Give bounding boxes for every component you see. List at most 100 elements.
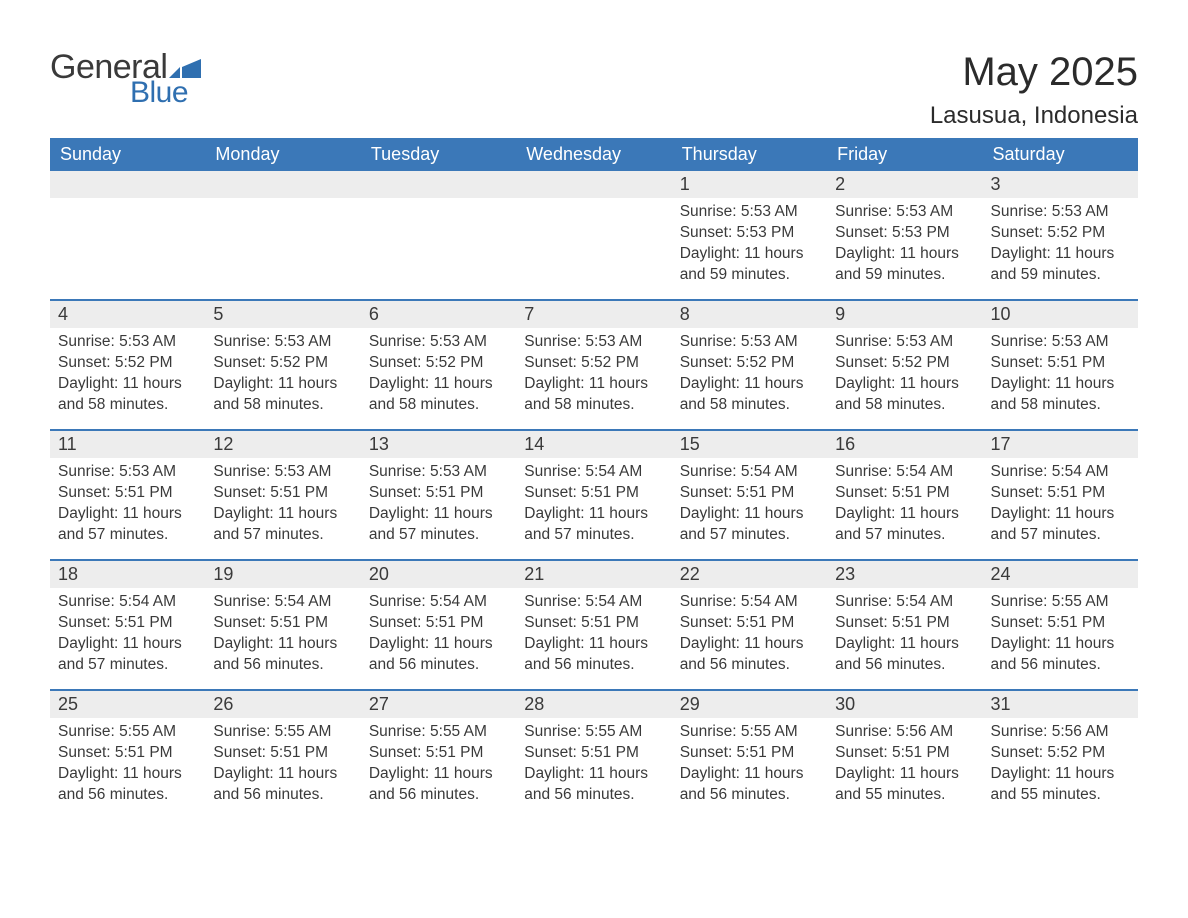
day-number: 19 xyxy=(205,561,360,588)
day-number: 4 xyxy=(50,301,205,328)
sunset-line: Sunset: 5:51 PM xyxy=(680,743,819,764)
day-body: Sunrise: 5:54 AMSunset: 5:51 PMDaylight:… xyxy=(672,458,827,546)
day-cell: 23Sunrise: 5:54 AMSunset: 5:51 PMDayligh… xyxy=(827,561,982,689)
day-number: 16 xyxy=(827,431,982,458)
sunrise-line: Sunrise: 5:55 AM xyxy=(680,722,819,743)
day-cell: 26Sunrise: 5:55 AMSunset: 5:51 PMDayligh… xyxy=(205,691,360,819)
sunset-line: Sunset: 5:51 PM xyxy=(369,743,508,764)
day-body: Sunrise: 5:54 AMSunset: 5:51 PMDaylight:… xyxy=(361,588,516,676)
day-cell: 18Sunrise: 5:54 AMSunset: 5:51 PMDayligh… xyxy=(50,561,205,689)
sunset-line: Sunset: 5:51 PM xyxy=(991,353,1130,374)
sunrise-line: Sunrise: 5:53 AM xyxy=(835,202,974,223)
day-number: 14 xyxy=(516,431,671,458)
day-body: Sunrise: 5:54 AMSunset: 5:51 PMDaylight:… xyxy=(205,588,360,676)
day-cell: 13Sunrise: 5:53 AMSunset: 5:51 PMDayligh… xyxy=(361,431,516,559)
day-cell: 24Sunrise: 5:55 AMSunset: 5:51 PMDayligh… xyxy=(983,561,1138,689)
day-number: 22 xyxy=(672,561,827,588)
daylight-line: Daylight: 11 hours and 56 minutes. xyxy=(58,764,197,806)
sunrise-line: Sunrise: 5:54 AM xyxy=(58,592,197,613)
weekday-header: Tuesday xyxy=(361,138,516,171)
calendar-page: General Blue May 2025 Lasusua, Indonesia… xyxy=(0,0,1188,819)
sunrise-line: Sunrise: 5:53 AM xyxy=(58,332,197,353)
day-cell xyxy=(516,171,671,299)
day-number: 3 xyxy=(983,171,1138,198)
day-number: 24 xyxy=(983,561,1138,588)
daylight-line: Daylight: 11 hours and 57 minutes. xyxy=(58,634,197,676)
sunset-line: Sunset: 5:51 PM xyxy=(58,483,197,504)
sunset-line: Sunset: 5:52 PM xyxy=(369,353,508,374)
flag-icon xyxy=(169,56,201,78)
day-body: Sunrise: 5:53 AMSunset: 5:52 PMDaylight:… xyxy=(516,328,671,416)
sunset-line: Sunset: 5:51 PM xyxy=(213,743,352,764)
sunset-line: Sunset: 5:51 PM xyxy=(213,613,352,634)
daylight-line: Daylight: 11 hours and 57 minutes. xyxy=(991,504,1130,546)
day-number: 11 xyxy=(50,431,205,458)
day-cell: 10Sunrise: 5:53 AMSunset: 5:51 PMDayligh… xyxy=(983,301,1138,429)
day-body: Sunrise: 5:53 AMSunset: 5:53 PMDaylight:… xyxy=(672,198,827,286)
day-number: 23 xyxy=(827,561,982,588)
sunrise-line: Sunrise: 5:53 AM xyxy=(369,462,508,483)
sunset-line: Sunset: 5:51 PM xyxy=(213,483,352,504)
daylight-line: Daylight: 11 hours and 57 minutes. xyxy=(369,504,508,546)
day-number: 15 xyxy=(672,431,827,458)
day-cell: 12Sunrise: 5:53 AMSunset: 5:51 PMDayligh… xyxy=(205,431,360,559)
sunrise-line: Sunrise: 5:55 AM xyxy=(213,722,352,743)
daylight-line: Daylight: 11 hours and 58 minutes. xyxy=(213,374,352,416)
weekday-header: Wednesday xyxy=(516,138,671,171)
sunset-line: Sunset: 5:51 PM xyxy=(680,483,819,504)
day-cell: 11Sunrise: 5:53 AMSunset: 5:51 PMDayligh… xyxy=(50,431,205,559)
logo-text-blue: Blue xyxy=(130,76,201,110)
week-row: 18Sunrise: 5:54 AMSunset: 5:51 PMDayligh… xyxy=(50,559,1138,689)
day-body: Sunrise: 5:53 AMSunset: 5:52 PMDaylight:… xyxy=(361,328,516,416)
sunset-line: Sunset: 5:52 PM xyxy=(58,353,197,374)
day-cell: 9Sunrise: 5:53 AMSunset: 5:52 PMDaylight… xyxy=(827,301,982,429)
logo: General Blue xyxy=(50,50,201,110)
empty-day-bar xyxy=(50,171,205,198)
day-cell xyxy=(50,171,205,299)
day-body: Sunrise: 5:54 AMSunset: 5:51 PMDaylight:… xyxy=(516,458,671,546)
sunset-line: Sunset: 5:51 PM xyxy=(835,613,974,634)
day-cell xyxy=(205,171,360,299)
sunset-line: Sunset: 5:51 PM xyxy=(524,613,663,634)
sunrise-line: Sunrise: 5:53 AM xyxy=(524,332,663,353)
daylight-line: Daylight: 11 hours and 58 minutes. xyxy=(58,374,197,416)
page-header: General Blue May 2025 Lasusua, Indonesia xyxy=(50,50,1138,130)
day-number: 17 xyxy=(983,431,1138,458)
sunrise-line: Sunrise: 5:53 AM xyxy=(213,462,352,483)
sunrise-line: Sunrise: 5:55 AM xyxy=(524,722,663,743)
day-number: 10 xyxy=(983,301,1138,328)
daylight-line: Daylight: 11 hours and 58 minutes. xyxy=(991,374,1130,416)
daylight-line: Daylight: 11 hours and 56 minutes. xyxy=(991,634,1130,676)
day-body: Sunrise: 5:53 AMSunset: 5:51 PMDaylight:… xyxy=(50,458,205,546)
weekday-header: Saturday xyxy=(983,138,1138,171)
day-body: Sunrise: 5:55 AMSunset: 5:51 PMDaylight:… xyxy=(361,718,516,806)
sunrise-line: Sunrise: 5:55 AM xyxy=(369,722,508,743)
sunrise-line: Sunrise: 5:53 AM xyxy=(369,332,508,353)
daylight-line: Daylight: 11 hours and 56 minutes. xyxy=(369,634,508,676)
day-number: 5 xyxy=(205,301,360,328)
sunset-line: Sunset: 5:52 PM xyxy=(991,223,1130,244)
daylight-line: Daylight: 11 hours and 57 minutes. xyxy=(835,504,974,546)
daylight-line: Daylight: 11 hours and 58 minutes. xyxy=(680,374,819,416)
daylight-line: Daylight: 11 hours and 56 minutes. xyxy=(524,764,663,806)
day-number: 7 xyxy=(516,301,671,328)
sunset-line: Sunset: 5:53 PM xyxy=(835,223,974,244)
sunrise-line: Sunrise: 5:54 AM xyxy=(680,462,819,483)
sunset-line: Sunset: 5:52 PM xyxy=(524,353,663,374)
calendar-grid: SundayMondayTuesdayWednesdayThursdayFrid… xyxy=(50,138,1138,819)
sunset-line: Sunset: 5:51 PM xyxy=(991,483,1130,504)
day-number: 27 xyxy=(361,691,516,718)
weekday-header: Sunday xyxy=(50,138,205,171)
day-body: Sunrise: 5:53 AMSunset: 5:52 PMDaylight:… xyxy=(827,328,982,416)
day-cell: 3Sunrise: 5:53 AMSunset: 5:52 PMDaylight… xyxy=(983,171,1138,299)
day-cell: 25Sunrise: 5:55 AMSunset: 5:51 PMDayligh… xyxy=(50,691,205,819)
sunset-line: Sunset: 5:51 PM xyxy=(991,613,1130,634)
week-row: 1Sunrise: 5:53 AMSunset: 5:53 PMDaylight… xyxy=(50,171,1138,299)
day-number: 31 xyxy=(983,691,1138,718)
day-body: Sunrise: 5:54 AMSunset: 5:51 PMDaylight:… xyxy=(827,458,982,546)
sunrise-line: Sunrise: 5:53 AM xyxy=(680,332,819,353)
sunrise-line: Sunrise: 5:54 AM xyxy=(524,592,663,613)
day-number: 13 xyxy=(361,431,516,458)
sunrise-line: Sunrise: 5:54 AM xyxy=(835,592,974,613)
day-body: Sunrise: 5:54 AMSunset: 5:51 PMDaylight:… xyxy=(983,458,1138,546)
